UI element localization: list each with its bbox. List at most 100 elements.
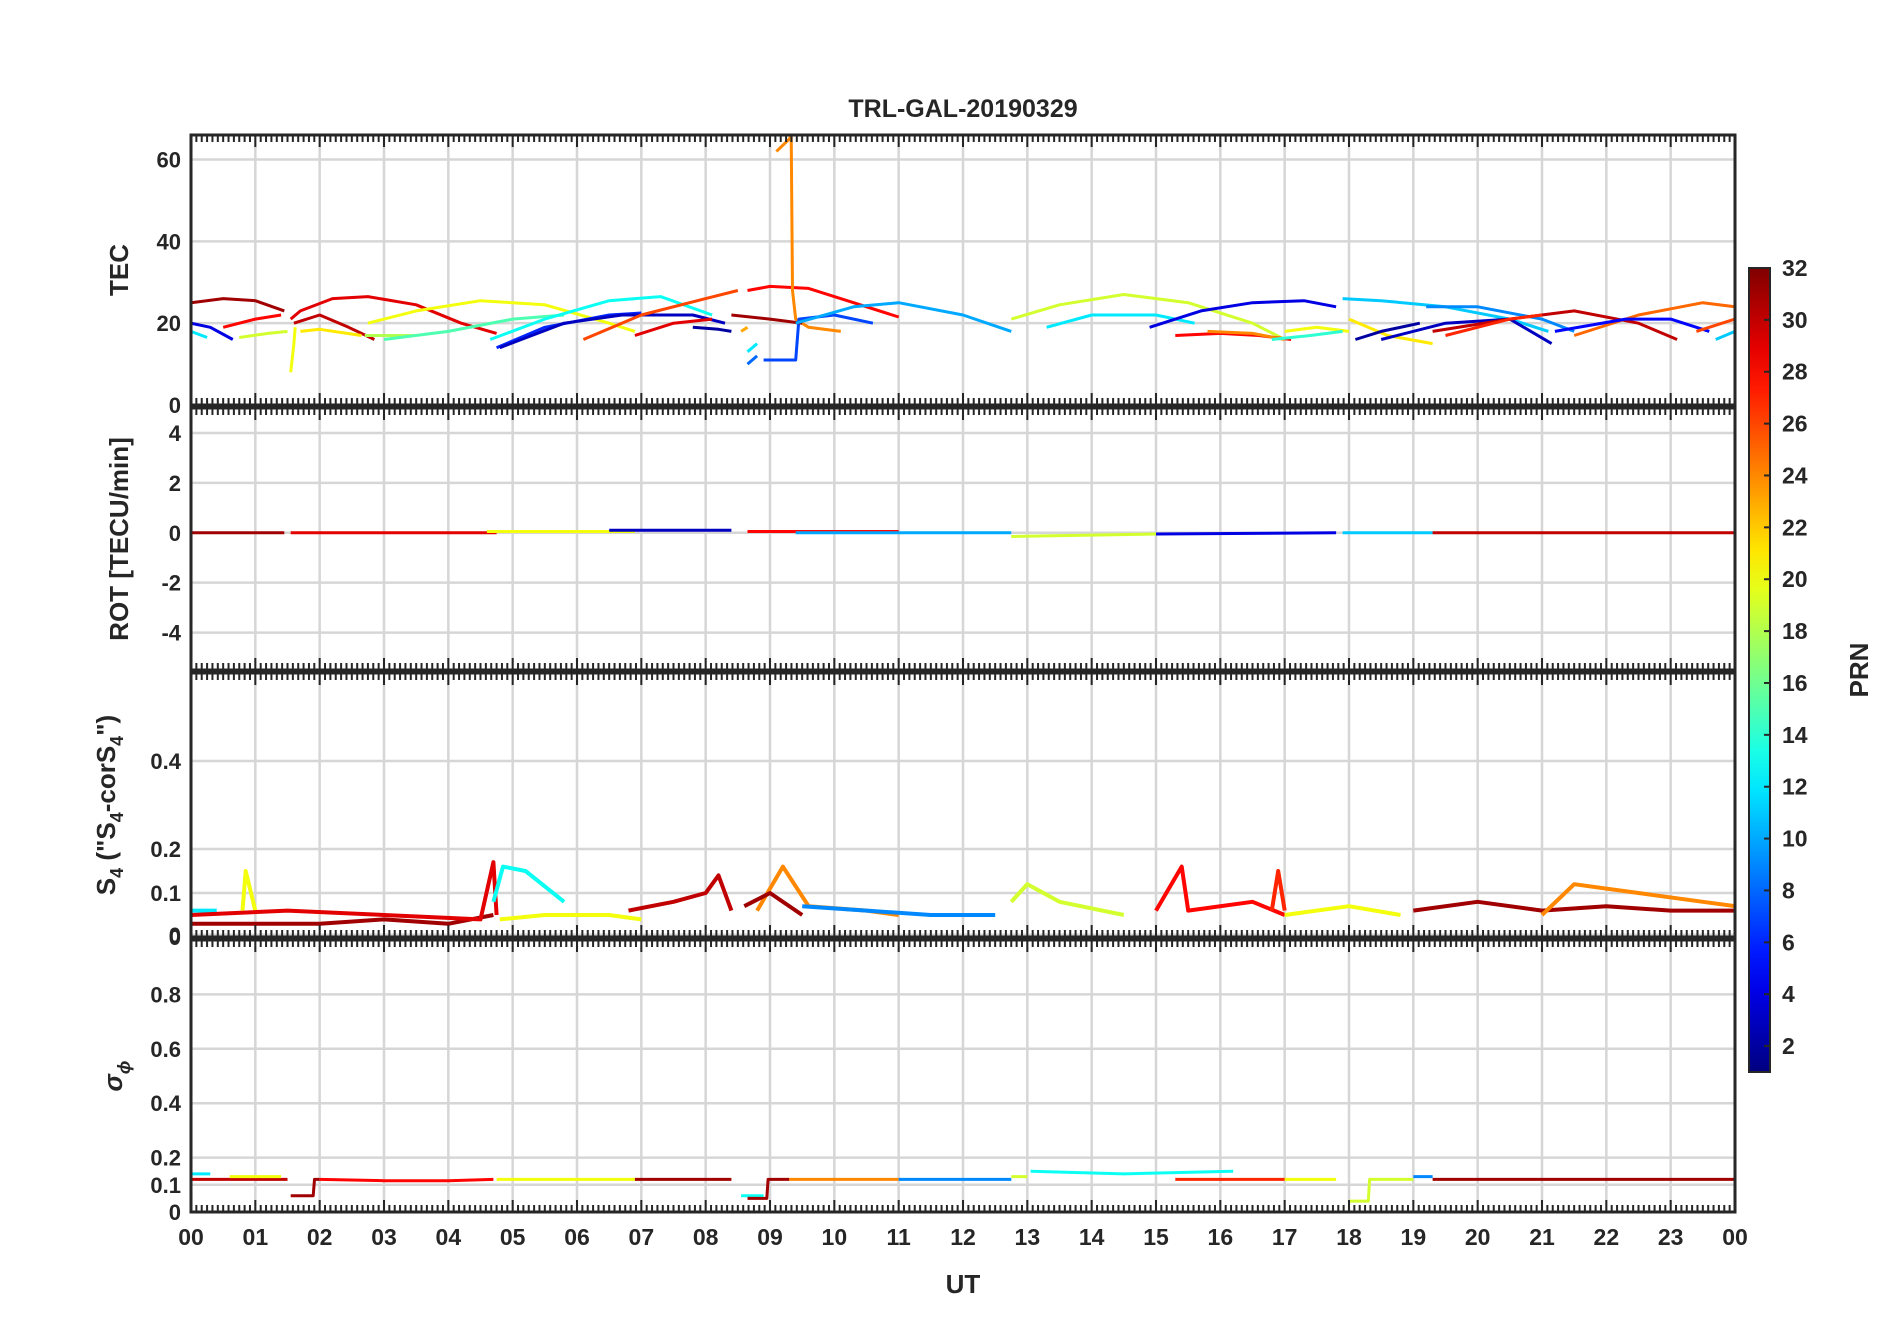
series-line-prn-31 [290, 1177, 320, 1198]
y-axis-label: S4 ("S4-corS4") [91, 715, 127, 895]
x-tick-label: 00 [1722, 1224, 1748, 1250]
y-tick-label: 0 [169, 521, 181, 546]
colorbar-tick-label: 18 [1782, 618, 1808, 644]
series-line-prn-20 [367, 299, 636, 333]
series-line-prn-11 [1715, 330, 1735, 341]
y-axis-label-part: 4 [107, 812, 127, 822]
x-tick-label: 07 [629, 1224, 655, 1250]
series-line-prn-20 [240, 869, 258, 912]
series-line-prn-20 [289, 327, 297, 373]
series-line-prn-31 [191, 913, 494, 926]
colorbar-tick-label: 14 [1782, 722, 1808, 748]
x-axis-label: UT [946, 1269, 981, 1299]
x-tick-label: 12 [950, 1224, 976, 1250]
x-tick-label: 11 [887, 1224, 912, 1250]
series-line-prn-26 [582, 289, 739, 341]
series-line-prn-19 [1011, 532, 1157, 538]
series-line-prn-31 [747, 1177, 790, 1200]
series-line-prn-3 [499, 313, 726, 350]
series-line-prn-19 [239, 329, 288, 339]
y-tick-label: 60 [157, 148, 181, 173]
colorbar-tick-label: 20 [1782, 566, 1808, 592]
series-line-prn-24 [1207, 329, 1285, 341]
y-axis-label-part: ("S [91, 822, 121, 868]
colorbar-tick-label: 26 [1782, 411, 1808, 437]
series-line-prn-25 [1573, 301, 1735, 337]
series-line-prn-13 [489, 295, 713, 341]
series-line-prn-13 [1030, 1169, 1234, 1176]
y-axis-label-part: S [91, 878, 121, 895]
series-line-prn-8 [746, 354, 759, 366]
y-tick-label: 20 [157, 311, 181, 336]
series-line-prn-28 [747, 284, 900, 319]
series-line-prn-4 [1155, 531, 1337, 536]
series-line-prn-13 [491, 864, 566, 904]
y-axis-label-part: -corS [91, 746, 121, 812]
colorbar-tick-label: 16 [1782, 670, 1808, 696]
colorbar-tick-label: 10 [1782, 826, 1808, 852]
series-line-prn-20 [1284, 904, 1401, 917]
x-tick-label: 14 [1079, 1224, 1105, 1250]
series-group [191, 1169, 1735, 1203]
series-line-prn-28 [222, 313, 282, 329]
x-tick-label: 19 [1401, 1224, 1427, 1250]
colorbar-tick-label: 8 [1782, 877, 1795, 903]
x-tick-label: 18 [1336, 1224, 1362, 1250]
panel-tec: 0 20 40 60 TEC [104, 133, 1737, 418]
series-line-prn-4 [191, 321, 234, 341]
x-tick-label: 03 [371, 1224, 397, 1250]
series-group [191, 135, 1735, 373]
x-tick-label: 02 [307, 1224, 333, 1250]
y-axis-label-part: ") [91, 715, 121, 736]
series-line-prn-30 [1432, 309, 1678, 341]
y-axis-label-part: 4 [107, 868, 127, 878]
y-tick-label: 0 [169, 925, 181, 950]
colorbar-tick-label: 2 [1782, 1033, 1795, 1059]
y-tick-label: 0.6 [150, 1037, 181, 1062]
series-line-prn-14 [1271, 329, 1343, 341]
series-line-prn-29 [634, 317, 713, 337]
colorbar-tick-label: 4 [1782, 981, 1795, 1007]
y-tick-label: -4 [161, 621, 181, 646]
y-tick-label: 0.2 [150, 1146, 181, 1171]
x-tick-label: 01 [243, 1224, 269, 1250]
x-tick-label: 16 [1208, 1224, 1234, 1250]
series-line-prn-21 [1348, 317, 1433, 346]
series-line-prn-28 [319, 1177, 494, 1183]
x-tick-label: 22 [1594, 1224, 1620, 1250]
series-line-prn-27 [1269, 869, 1287, 911]
panel-frame [189, 938, 1737, 1214]
x-axis: 00 01 02 03 04 05 06 07 08 09 10 11 12 13 14 15 16 17 18 19… [178, 1224, 1748, 1250]
y-tick-label: 2 [169, 471, 181, 496]
series-line-prn-20 [499, 913, 642, 922]
y-tick-label: 0.2 [150, 837, 181, 862]
series-line-prn-24 [1540, 882, 1735, 917]
x-tick-label: 10 [822, 1224, 848, 1250]
series-line-prn-30 [293, 313, 376, 341]
x-tick-label: 09 [757, 1224, 783, 1250]
colorbar-label: PRN [1844, 643, 1874, 698]
y-tick-label: 4 [169, 421, 182, 446]
y-tick-label: 0 [169, 923, 181, 948]
x-tick-label: 08 [693, 1224, 719, 1250]
y-tick-label: -2 [161, 571, 181, 596]
series-line-prn-12 [746, 342, 759, 353]
x-tick-label: 20 [1465, 1224, 1491, 1250]
colorbar-tick-label: 12 [1782, 774, 1808, 800]
x-tick-label: 05 [500, 1224, 526, 1250]
series-line-prn-27 [1445, 313, 1543, 337]
series-line-prn-20 [1284, 325, 1350, 333]
series-line-prn-2 [692, 325, 732, 333]
colorbar-tick-label: 6 [1782, 929, 1795, 955]
y-tick-label: 0.8 [150, 982, 181, 1007]
panel-sigma: 00.10.2 0.4 0.6 0.8 σϕ [98, 938, 1737, 1225]
y-axis-label: ROT [TECU/min] [104, 437, 134, 641]
x-tick-label: 23 [1658, 1224, 1684, 1250]
series-line-prn-29 [191, 860, 499, 922]
colorbar-gradient [1748, 267, 1771, 1073]
y-axis-label-part: ϕ [114, 1061, 134, 1075]
colorbar-tick-label: 24 [1782, 462, 1808, 488]
x-tick-label: 13 [1015, 1224, 1041, 1250]
x-tick-label: 21 [1529, 1224, 1555, 1250]
